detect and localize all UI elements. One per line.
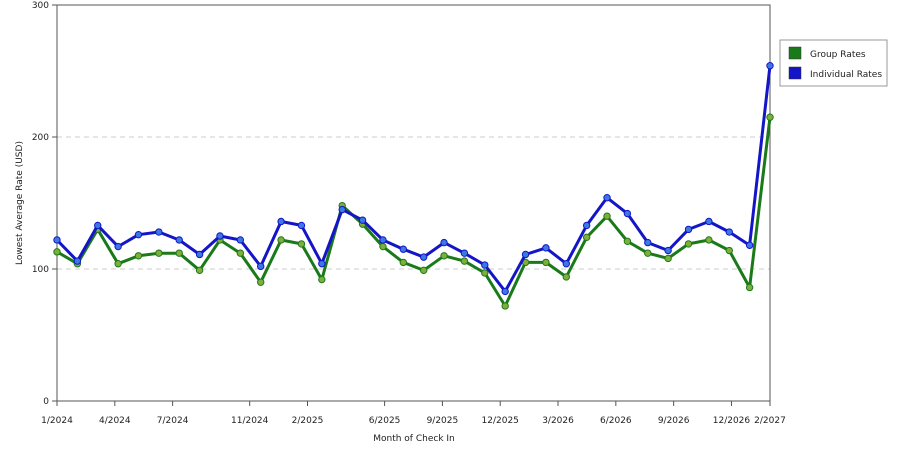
- individual-rates-point: [73, 257, 82, 265]
- group-rates-point: [562, 273, 570, 281]
- group-rates-point: [664, 254, 672, 263]
- x-tick-label: 6/2025: [369, 416, 401, 426]
- legend: Group Rates Individual Rates: [779, 39, 888, 87]
- x-tick-label: 4/2024: [99, 416, 131, 426]
- x-tick-label: 12/2025: [482, 416, 519, 426]
- group-rates-point: [603, 212, 611, 220]
- individual-rates-point: [705, 217, 713, 226]
- group-rates-point: [644, 249, 652, 257]
- group-rates-point: [440, 252, 448, 260]
- individual-rates-point: [94, 221, 102, 230]
- individual-rates-point: [338, 205, 346, 214]
- x-tick-label: 1/2024: [41, 416, 73, 426]
- group-rates-point: [419, 266, 428, 275]
- axes: 0 100 200 300 1/2024 4/2024 7/2024 11/2024 2/202…: [32, 1, 786, 426]
- group-rates-line: [56, 117, 772, 308]
- group-rates-point: [195, 266, 204, 275]
- individual-rates-point: [195, 250, 204, 259]
- x-tick-label: 6/2026: [600, 416, 632, 426]
- y-tick-label: 100: [32, 265, 49, 275]
- group-rates-point: [745, 283, 754, 292]
- individual-rates-point: [582, 221, 591, 230]
- group-rates-point: [542, 258, 550, 267]
- group-rates-point: [766, 113, 774, 121]
- group-rates-point: [725, 246, 733, 255]
- x-tick-label: 9/2025: [427, 416, 459, 426]
- individual-rates-point: [399, 245, 408, 253]
- group-rates-point: [399, 258, 408, 267]
- group-rates-point: [705, 236, 713, 244]
- individual-rates-point: [257, 262, 265, 271]
- individual-rates-point: [664, 246, 672, 255]
- group-rates-point: [582, 233, 591, 242]
- y-tick-label: 0: [43, 397, 49, 407]
- individual-rates-point: [603, 194, 611, 202]
- group-rates-point: [257, 278, 265, 286]
- x-axis-title: Month of Check In: [373, 434, 455, 444]
- individual-rates-point: [684, 225, 693, 234]
- group-rates-point: [501, 302, 509, 310]
- individual-rates-point: [542, 244, 550, 252]
- group-rates-point: [53, 248, 61, 256]
- grid-lines: [57, 136, 770, 270]
- group-rates-point: [155, 249, 163, 257]
- y-tick-label: 200: [32, 133, 49, 143]
- x-tick-label: 2/2027: [754, 416, 786, 426]
- group-rates-point: [297, 240, 306, 248]
- individual-rates-point: [358, 216, 367, 224]
- plot-frame: [56, 4, 771, 402]
- group-rates-point: [175, 249, 183, 257]
- x-tick-label: 3/2026: [542, 416, 574, 426]
- individual-rates-point: [460, 249, 469, 257]
- individual-rates-point: [521, 250, 530, 259]
- x-tick-label: 2/2025: [292, 416, 324, 426]
- individual-rates-point: [155, 228, 163, 236]
- individual-rates-point: [644, 238, 652, 247]
- group-rates-point: [460, 257, 469, 265]
- legend-label-group: Group Rates: [810, 50, 866, 60]
- group-rates-point: [236, 249, 245, 257]
- series: [53, 62, 774, 310]
- x-tick-label: 12/2026: [713, 416, 751, 426]
- group-rates-point: [114, 260, 122, 268]
- individual-rates-point: [766, 62, 774, 70]
- legend-swatch-group: [788, 46, 802, 60]
- x-tick-label: 7/2024: [157, 416, 189, 426]
- individual-rates-point: [562, 260, 570, 268]
- group-rates-point: [481, 269, 489, 277]
- individual-rates-point: [745, 241, 754, 249]
- individual-rates-point: [236, 236, 245, 244]
- individual-rates-point: [501, 287, 509, 296]
- x-tick-label: 9/2026: [658, 416, 690, 426]
- individual-rates-point: [481, 261, 489, 269]
- group-rates-point: [379, 242, 387, 251]
- individual-rates-point: [114, 242, 122, 251]
- individual-rates-point: [379, 236, 387, 244]
- group-rates-point: [277, 236, 285, 244]
- individual-rates-point: [318, 260, 326, 268]
- individual-rates-point: [277, 217, 285, 226]
- individual-rates-point: [440, 238, 448, 247]
- y-axis-title: Lowest Average Rate (USD): [15, 141, 25, 265]
- individual-rates-point: [134, 230, 143, 239]
- y-tick-label: 300: [32, 1, 49, 11]
- x-tick-label: 11/2024: [231, 416, 269, 426]
- legend-label-individual: Individual Rates: [810, 70, 882, 80]
- group-rates-point: [318, 275, 326, 284]
- individual-rates-point: [623, 209, 632, 218]
- individual-rates-point: [216, 232, 224, 240]
- individual-rates-point: [53, 236, 61, 244]
- legend-swatch-individual: [788, 66, 802, 80]
- group-rates-point: [684, 240, 693, 248]
- individual-rates-point: [725, 228, 733, 236]
- group-rates-point: [134, 252, 143, 260]
- individual-rates-point: [419, 253, 428, 261]
- individual-rates-point: [175, 236, 183, 244]
- individual-rates-point: [297, 221, 306, 230]
- group-rates-point: [623, 237, 632, 245]
